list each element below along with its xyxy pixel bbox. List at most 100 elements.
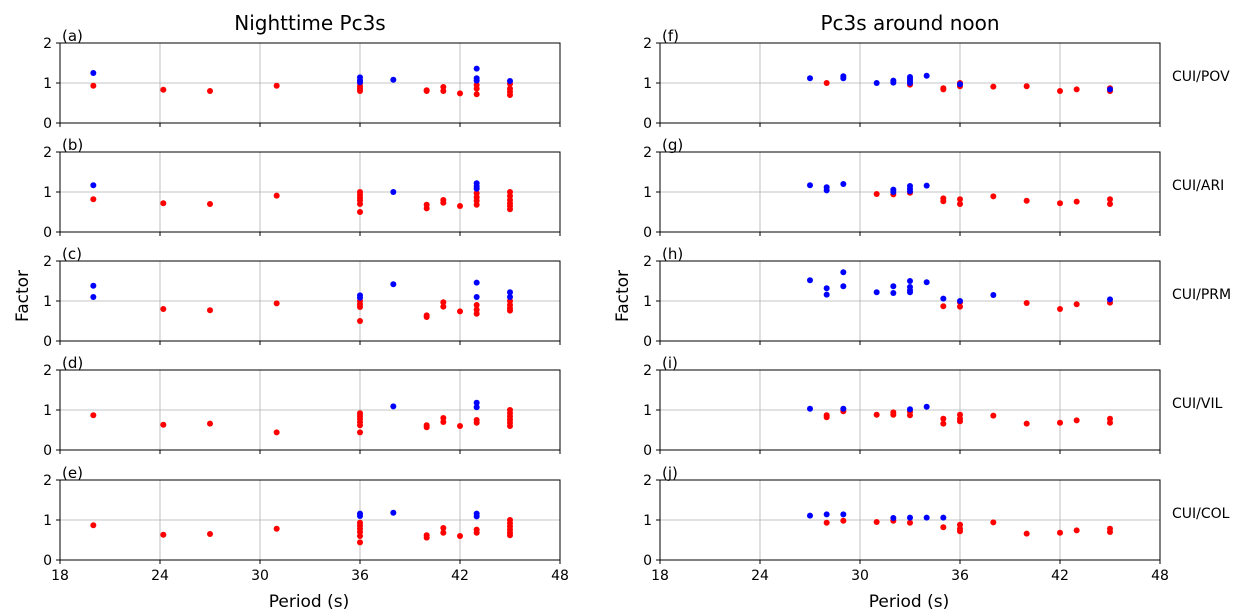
- blue-point: [890, 290, 897, 296]
- red-point: [1023, 197, 1030, 204]
- x-tick-label: 42: [451, 568, 469, 584]
- panel-frame: [59, 369, 561, 451]
- panel-label: (e): [62, 464, 83, 482]
- y-tick-label: 0: [643, 553, 652, 569]
- red-point: [440, 303, 447, 310]
- red-point: [1107, 419, 1113, 426]
- blue-point: [873, 80, 880, 86]
- blue-point: [840, 269, 847, 276]
- y-tick-label: 0: [643, 116, 652, 132]
- y-tick-label: 0: [643, 443, 652, 459]
- y-tick-label: 0: [43, 334, 52, 350]
- red-point: [1057, 306, 1063, 312]
- blue-point: [907, 406, 913, 413]
- blue-point: [957, 81, 963, 88]
- red-point: [1023, 83, 1030, 90]
- blue-point: [507, 289, 513, 296]
- red-point: [90, 522, 97, 529]
- panel-g: 0 1 2 (g): [643, 136, 1161, 241]
- y-tick-label: 0: [43, 116, 52, 132]
- x-axis-label-right: Period (s): [869, 592, 950, 611]
- blue-point: [840, 405, 847, 412]
- red-point: [90, 82, 97, 89]
- red-point: [1023, 300, 1030, 306]
- blue-point: [840, 511, 847, 518]
- red-point: [957, 418, 963, 425]
- blue-point: [923, 72, 930, 79]
- panel-i: 0 1 2 (i): [643, 354, 1161, 459]
- panel-frame: [659, 479, 1161, 561]
- y-tick-label: 0: [643, 225, 652, 241]
- blue-point: [507, 78, 513, 84]
- column-title-right: Pc3s around noon: [820, 11, 999, 35]
- red-point: [440, 529, 447, 536]
- red-point: [873, 519, 880, 525]
- blue-point: [907, 289, 913, 296]
- blue-point: [907, 188, 913, 195]
- red-point: [273, 82, 280, 89]
- x-tick-label: 30: [251, 568, 269, 584]
- red-point: [823, 414, 830, 421]
- red-point: [1057, 529, 1063, 536]
- panel-frame: [59, 479, 561, 561]
- y-tick-label: 1: [643, 513, 652, 529]
- red-point: [1057, 88, 1063, 94]
- red-point: [940, 420, 947, 427]
- red-point: [1023, 530, 1030, 537]
- blue-point: [473, 513, 480, 520]
- red-point: [423, 534, 430, 541]
- red-point: [473, 310, 480, 317]
- red-point: [940, 198, 947, 205]
- blue-point: [90, 70, 97, 76]
- red-point: [507, 92, 513, 98]
- station-label: CUI/PRM: [1172, 287, 1231, 303]
- blue-point: [807, 277, 813, 284]
- red-point: [357, 422, 363, 429]
- y-tick-label: 2: [43, 363, 52, 379]
- y-tick-label: 2: [643, 254, 652, 270]
- y-tick-label: 1: [643, 403, 652, 419]
- red-point: [423, 205, 430, 212]
- blue-point: [1107, 296, 1113, 303]
- red-point: [1107, 196, 1113, 203]
- y-tick-label: 1: [43, 294, 52, 310]
- x-tick-label: 48: [1151, 568, 1169, 584]
- blue-point: [807, 182, 813, 189]
- red-point: [1073, 417, 1080, 424]
- blue-point: [807, 405, 813, 412]
- blue-point: [390, 281, 397, 288]
- red-point: [160, 200, 167, 207]
- blue-point: [923, 279, 930, 286]
- station-label: CUI/ARI: [1172, 178, 1224, 194]
- station-labels-group: CUI/POV CUI/ARI CUI/PRM CUI/VIL CUI/COL: [1172, 69, 1231, 522]
- y-tick-label: 1: [43, 76, 52, 92]
- red-point: [890, 411, 897, 418]
- red-point: [990, 412, 997, 419]
- red-point: [957, 528, 963, 535]
- panel-frame: [659, 151, 1161, 233]
- y-tick-label: 2: [643, 363, 652, 379]
- panel-frame: [659, 369, 1161, 451]
- blue-point: [90, 282, 97, 289]
- y-tick-label: 1: [43, 403, 52, 419]
- red-point: [423, 314, 430, 320]
- x-axis-label-left: Period (s): [269, 592, 350, 611]
- blue-point: [907, 80, 913, 86]
- blue-point: [940, 295, 947, 302]
- panel-label: (f): [662, 27, 679, 45]
- y-tick-label: 2: [43, 145, 52, 161]
- red-point: [823, 519, 830, 526]
- red-point: [940, 86, 947, 93]
- x-tick-label: 30: [851, 568, 869, 584]
- column-title-left: Nighttime Pc3s: [234, 11, 385, 35]
- blue-point: [890, 79, 897, 86]
- red-point: [907, 412, 913, 419]
- red-point: [440, 419, 447, 425]
- panel-label: (a): [62, 27, 83, 45]
- red-point: [507, 307, 513, 314]
- red-point: [357, 304, 363, 310]
- blue-point: [923, 182, 930, 189]
- blue-point: [890, 515, 897, 521]
- y-tick-label: 2: [643, 36, 652, 52]
